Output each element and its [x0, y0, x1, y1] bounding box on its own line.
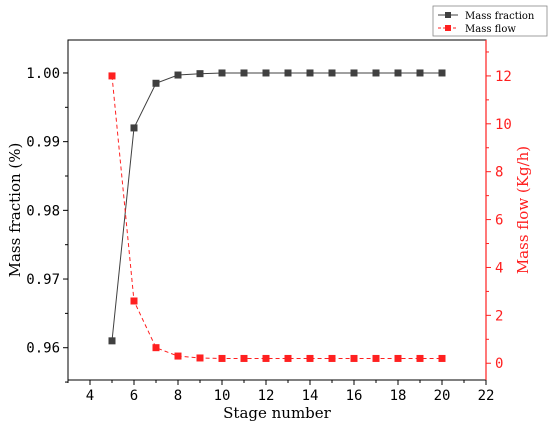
data-point [394, 354, 402, 362]
legend: Mass fraction Mass flow [432, 5, 548, 37]
x-tick-label: 22 [478, 388, 495, 404]
data-point [218, 354, 226, 362]
plot-frame [67, 39, 487, 381]
data-point [108, 72, 116, 80]
data-point [372, 354, 380, 362]
x-tick-label: 20 [434, 388, 451, 404]
x-tick-label: 12 [258, 388, 275, 404]
legend-label: Mass flow [465, 24, 516, 35]
y-right-tick-label: 12 [495, 69, 512, 85]
axes-layer: 4 6 8 10 12 14 16 18 20 22 0.96 0.97 0.98 0.99 1.00 0 2 4… [26, 40, 512, 404]
data-point [218, 69, 226, 77]
data-point [262, 69, 270, 77]
series-line-1 [111, 72, 442, 341]
plot-area [67, 39, 487, 381]
data-point [306, 69, 314, 77]
series-line-2 [111, 75, 442, 359]
data-point [196, 70, 204, 78]
x-tick-label: 14 [302, 388, 319, 404]
x-tick-label: 4 [86, 388, 94, 404]
series-layer [108, 69, 446, 362]
y-left-tick-label: 1.00 [26, 66, 60, 82]
data-point [152, 79, 160, 87]
data-point [306, 354, 314, 362]
data-point [416, 69, 424, 77]
data-point [152, 344, 160, 352]
data-point [350, 354, 358, 362]
x-tick-label: 6 [130, 388, 138, 404]
data-point [438, 69, 446, 77]
data-point [174, 352, 182, 360]
y-axis-right-title: Mass flow (Kg/h) [514, 146, 532, 274]
x-tick-label: 10 [214, 388, 231, 404]
data-point [196, 354, 204, 362]
x-tick-label: 8 [174, 388, 182, 404]
data-point [394, 69, 402, 77]
data-point [438, 354, 446, 362]
data-point [284, 354, 292, 362]
data-point [262, 354, 270, 362]
data-point [240, 354, 248, 362]
data-point [174, 71, 182, 79]
data-point [328, 354, 336, 362]
data-point [240, 69, 248, 77]
legend-marker [445, 25, 451, 31]
y-left-tick-label: 0.98 [26, 203, 60, 219]
y-right-tick-label: 10 [495, 117, 512, 133]
y-right-tick-label: 4 [495, 260, 503, 276]
legend-label: Mass fraction [465, 11, 535, 22]
y-right-tick-label: 8 [495, 165, 503, 181]
data-point [328, 69, 336, 77]
data-point [284, 69, 292, 77]
x-axis-title: Stage number [223, 404, 332, 422]
y-right-tick-label: 2 [495, 308, 503, 324]
y-left-tick-label: 0.97 [26, 272, 60, 288]
y-left-tick-label: 0.99 [26, 135, 60, 151]
x-tick-label: 18 [390, 388, 407, 404]
data-point [108, 337, 116, 345]
y-right-tick-label: 6 [495, 213, 503, 229]
data-point [372, 69, 380, 77]
y-axis-left-title: Mass fraction (%) [6, 143, 24, 278]
y-right-tick-label: 0 [495, 356, 503, 372]
data-point [130, 297, 138, 305]
legend-marker [445, 12, 451, 18]
data-point [130, 124, 138, 132]
data-point [350, 69, 358, 77]
legend-box [432, 5, 548, 37]
x-tick-label: 16 [346, 388, 363, 404]
data-point [416, 354, 424, 362]
y-left-tick-label: 0.96 [26, 341, 60, 357]
